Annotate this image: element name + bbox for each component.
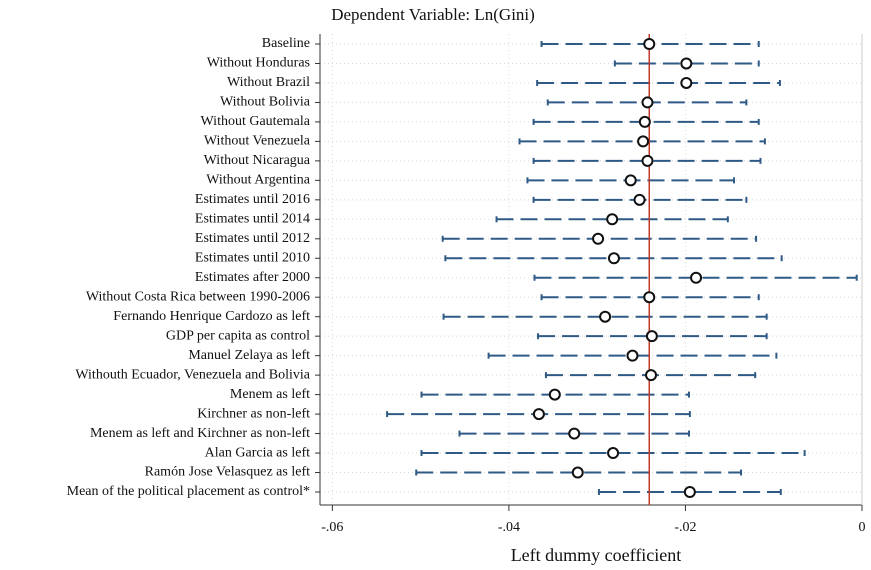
y-tick-label: Estimates after 2000 [195,270,310,285]
point-estimate [607,252,620,265]
y-tick-label: Menem as left [230,387,310,402]
y-tick-label: Menem as left and Kirchner as non-left [90,426,310,441]
point-estimate [568,427,581,440]
plot-area [320,34,862,505]
point-estimate [680,57,693,70]
y-tick-label: Kirchner as non-left [197,406,310,421]
y-tick-label: Estimates until 2012 [195,231,310,246]
y-tick-label: Ramón Jose Velasquez as left [145,465,310,480]
y-tick-label: Without Costa Rica between 1990-2006 [86,289,310,304]
point-estimate [680,76,693,89]
point-estimate [643,291,656,304]
point-estimate [548,388,561,401]
point-estimate [624,174,637,187]
y-tick-label: Mean of the political placement as contr… [67,484,310,499]
chart-title: Dependent Variable: Ln(Gini) [331,5,535,24]
point-estimate [626,349,639,362]
x-tick-label: -.04 [498,520,520,535]
x-tick-label: -.06 [321,520,343,535]
point-estimate [638,115,651,128]
y-tick-label: Baseline [262,36,310,51]
y-tick-label: Estimates until 2014 [195,212,310,227]
y-tick-label: Without Nicaragua [204,153,311,168]
point-estimate [571,466,584,479]
y-tick-label: Without Venezuela [204,134,311,149]
point-estimate [641,154,654,167]
point-estimate [645,369,658,382]
point-estimate [633,193,646,206]
point-estimate [643,38,656,50]
y-tick-label: Without Honduras [207,56,310,71]
point-estimate [683,486,696,498]
x-axis-title: Left dummy coefficient [511,545,682,565]
y-tick-label: Without Bolivia [220,95,311,110]
point-estimate [641,96,654,109]
point-estimate [606,213,619,226]
y-tick-label: Estimates until 2016 [195,192,310,207]
point-estimate [592,232,605,245]
y-tick-label: Without Gautemala [201,114,311,129]
x-tick-label: -.02 [674,520,696,535]
y-tick-label: Without Brazil [227,75,310,90]
point-estimate [690,271,703,284]
y-tick-label: Without Argentina [206,173,311,188]
point-estimate [645,330,658,343]
x-tick-label: 0 [859,520,866,535]
y-tick-label: Alan Garcia as left [205,445,310,460]
y-tick-label: Withouth Ecuador, Venezuela and Bolivia [75,367,310,382]
point-estimate [599,310,612,323]
y-tick-label: GDP per capita as control [166,328,310,343]
y-tick-label: Manuel Zelaya as left [188,348,310,363]
y-tick-label: Fernando Henrique Cardozo as left [113,309,310,324]
point-estimate [607,447,620,460]
point-estimate [532,408,545,421]
y-tick-label: Estimates until 2010 [195,250,310,265]
point-estimate [637,135,650,148]
